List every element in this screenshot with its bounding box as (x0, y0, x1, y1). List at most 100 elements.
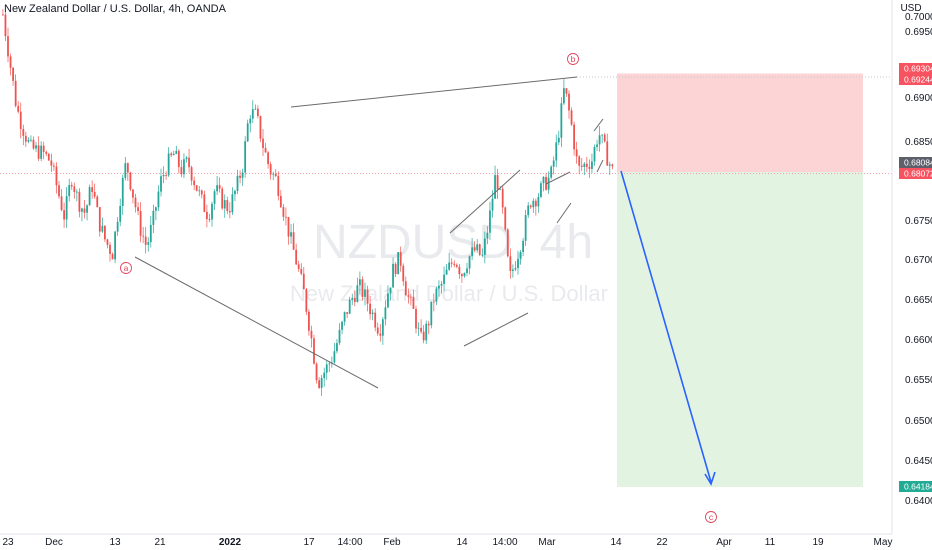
candle-body (359, 279, 361, 286)
lower-wedge-line[interactable] (134, 256, 379, 389)
candle-body (126, 163, 129, 173)
channel-top[interactable] (449, 169, 521, 234)
candle-body (24, 135, 27, 142)
candle-body (313, 338, 315, 364)
wave-label-b[interactable]: b (567, 53, 579, 65)
candle-body (603, 134, 606, 142)
y-tick-label: 0.65500 (905, 375, 932, 386)
small-channel-top[interactable] (545, 171, 571, 185)
candle-body (346, 312, 349, 314)
time-axis-panel[interactable] (0, 534, 932, 550)
price-tag-stop-loss[interactable]: 0.69304 (899, 63, 932, 74)
candle-body (323, 372, 326, 379)
upper-wedge-line[interactable] (290, 76, 578, 108)
channel-bottom[interactable] (463, 312, 529, 347)
candle-body (297, 264, 300, 269)
candle-body (404, 281, 407, 296)
candle-body (440, 284, 443, 286)
candle-body (134, 197, 137, 208)
small-channel-bottom[interactable] (556, 202, 572, 224)
candle-body (300, 268, 303, 274)
price-tag-position-high[interactable]: 0.69244 (899, 74, 932, 85)
candle-body (121, 177, 124, 206)
candle-body (522, 240, 524, 252)
candle-body (524, 215, 527, 241)
y-tick-label: 0.66500 (905, 295, 932, 306)
candle-body (353, 297, 356, 302)
x-tick-label: Apr (716, 537, 732, 548)
price-tag-entry[interactable]: 0.68072 (899, 168, 932, 179)
candle-body (175, 150, 178, 154)
candle-body (139, 210, 142, 236)
candle-body (310, 330, 313, 339)
candle-body (542, 176, 545, 184)
projection-arrow-shaft[interactable] (620, 170, 712, 483)
wave-label-c-circle (705, 511, 717, 523)
candle-body (302, 273, 305, 290)
candle-body (478, 244, 481, 255)
x-tick-label: 13 (109, 537, 121, 548)
price-axis-panel[interactable] (892, 0, 932, 534)
candle-body (132, 189, 134, 198)
candle-body (534, 200, 537, 207)
candle-body (585, 163, 588, 167)
candle-body (177, 150, 180, 168)
candle-body (512, 269, 514, 272)
candle-body (320, 378, 323, 388)
candle-body (198, 190, 201, 192)
candle-body (277, 176, 280, 197)
y-tick-label: 0.68500 (905, 137, 932, 148)
candle-body (226, 200, 229, 212)
candle-body (588, 166, 591, 169)
projection-arrow[interactable] (620, 170, 716, 486)
candle-body (494, 175, 496, 199)
price-tag-entry-text: 0.68072 (904, 169, 932, 179)
wave-label-c[interactable]: c (705, 511, 717, 523)
candle-body (42, 145, 45, 152)
candle-body (527, 205, 530, 216)
candle-body (267, 152, 269, 165)
candle-body (144, 236, 147, 245)
candle-body (190, 167, 193, 181)
candle-body (109, 244, 111, 254)
candle-body (213, 191, 216, 204)
candle-body (88, 187, 91, 206)
x-tick-label: 11 (765, 537, 776, 548)
candle-body (305, 289, 308, 312)
candle-body (366, 289, 369, 304)
price-tag-stop-loss-text: 0.69304 (904, 64, 932, 74)
candle-series (2, 9, 614, 396)
candle-body (608, 164, 611, 166)
candle-body (269, 164, 272, 175)
candle-body (379, 333, 382, 336)
candle-body (104, 225, 106, 240)
candle-body (195, 185, 198, 191)
candle-body (448, 262, 451, 270)
candle-body (292, 232, 295, 250)
price-tag-take-profit-bg (899, 481, 932, 492)
candle-body (514, 268, 517, 270)
price-tag-take-profit[interactable]: 0.64184 (899, 481, 932, 492)
take-profit-zone[interactable] (617, 172, 863, 487)
candle-body (70, 185, 73, 187)
candle-body (30, 139, 32, 141)
wave-label-b-text: b (571, 54, 576, 64)
stop-loss-zone[interactable] (617, 73, 863, 173)
candle-body (93, 192, 96, 197)
price-tag-last-price[interactable]: 0.68084 (899, 157, 932, 168)
candle-body (417, 327, 420, 329)
price-tag-entry-bg (899, 168, 932, 179)
candle-body (241, 172, 244, 178)
candle-body (63, 210, 65, 220)
wave-label-a[interactable]: a (120, 262, 132, 274)
final-channel-top[interactable] (593, 118, 604, 132)
candle-body (272, 173, 275, 175)
candle-body (570, 110, 573, 125)
final-channel-bottom[interactable] (596, 159, 604, 173)
candle-body (274, 173, 277, 177)
price-tag-stop-loss-bg (899, 63, 932, 74)
candle-body (98, 207, 101, 232)
candle-body (501, 188, 504, 208)
